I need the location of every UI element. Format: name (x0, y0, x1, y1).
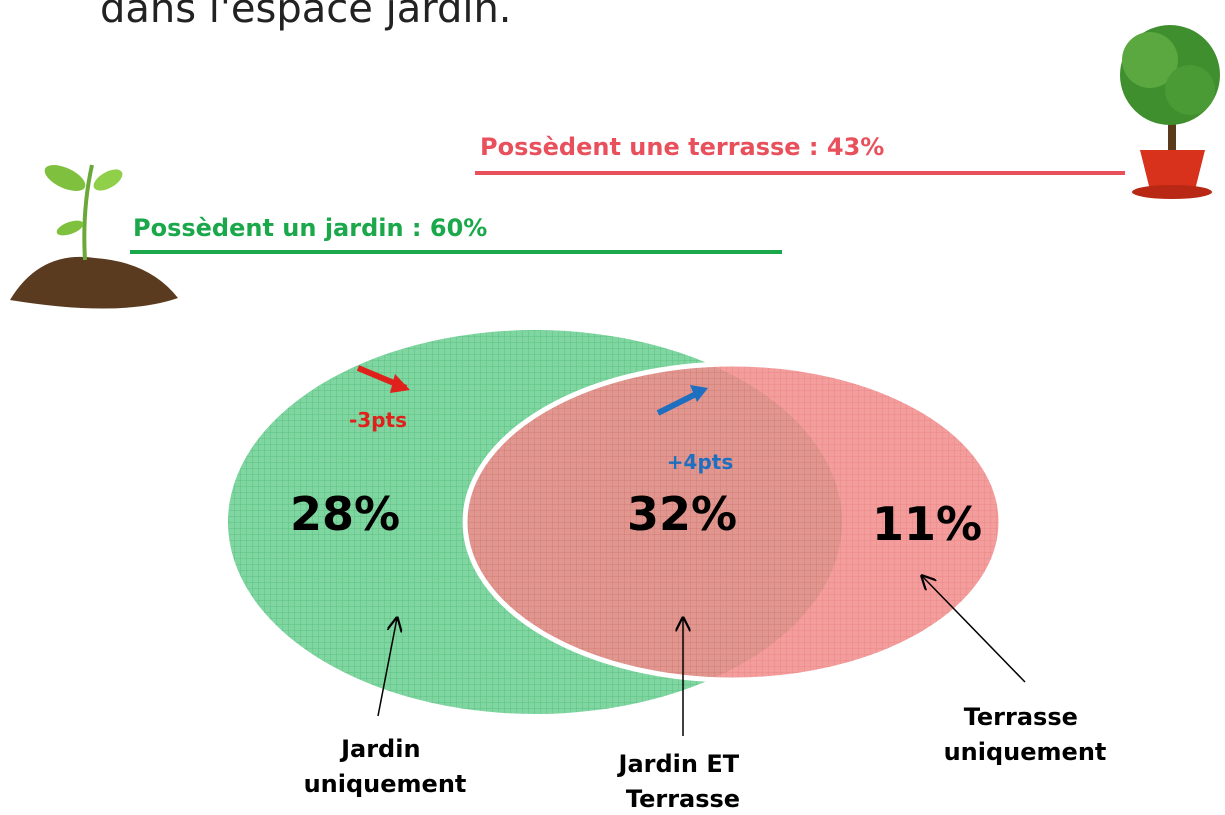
both-value: 32% (627, 487, 737, 541)
pointer (377, 618, 397, 717)
tree-icon (1120, 25, 1220, 199)
page-title: dans l'espace jardin. (100, 0, 512, 32)
terrasse-legend: Possèdent une terrasse : 43% (480, 133, 884, 161)
label-line: Terrasse (626, 785, 740, 813)
label-line: uniquement (944, 738, 1107, 766)
sprout-icon (10, 164, 178, 309)
label-line: uniquement (304, 770, 467, 798)
terrasse-label: Terrasse uniquement (944, 703, 1107, 766)
both-change: +4pts (667, 450, 733, 474)
label-line: Terrasse (964, 703, 1078, 731)
terrasse-value: 11% (872, 497, 982, 551)
jardin-label: Jardin uniquement (304, 735, 467, 798)
pointer (922, 576, 1026, 683)
terrasse-set (462, 361, 1004, 683)
up-arrow-head (690, 385, 708, 402)
jardin-value: 28% (290, 487, 400, 541)
jardin-change: -3pts (349, 408, 407, 432)
jardin-legend: Possèdent un jardin : 60% (133, 214, 487, 242)
down-arrow-head (390, 374, 410, 393)
up-arrow (656, 389, 702, 416)
label-line: Jardin (339, 735, 420, 763)
label-line: Jardin ET (617, 750, 740, 778)
both-label: Jardin ET Terrasse (617, 750, 748, 813)
